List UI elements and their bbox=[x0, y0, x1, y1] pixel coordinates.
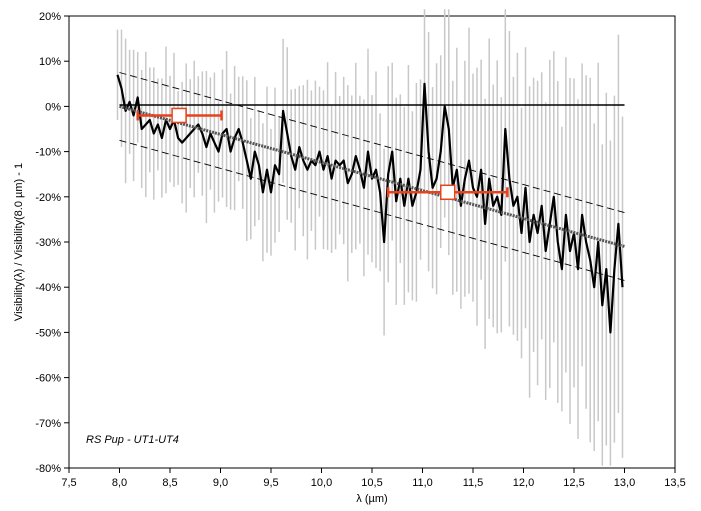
y-tick-label: -60% bbox=[35, 373, 61, 385]
x-tick-label: 8,0 bbox=[112, 477, 127, 489]
x-tick-label: 10,0 bbox=[311, 477, 332, 489]
chart-annotation: RS Pup - UT1-UT4 bbox=[86, 434, 179, 446]
x-axis-title: λ (µm) bbox=[356, 493, 387, 505]
y-axis-title: Visibility(λ) / Visibility(8.0 µm) - 1 bbox=[13, 163, 25, 321]
axes-layer: 7,5 8,0 8,5 9,0 9,5 10,0 10,5 11,0 11,5 12,0 12,5 1… bbox=[35, 11, 685, 489]
x-tick-label: 11,0 bbox=[412, 477, 433, 489]
lines-layer bbox=[116, 72, 625, 334]
y-tick-label: -40% bbox=[35, 282, 61, 294]
y-tick-label: -50% bbox=[35, 327, 61, 339]
y-tick-label: 20% bbox=[39, 11, 61, 23]
x-tick-label: 9,0 bbox=[213, 477, 228, 489]
x-tick-label: 10,5 bbox=[361, 477, 382, 489]
x-tick-label: 7,5 bbox=[61, 477, 76, 489]
y-tick-label: -20% bbox=[35, 192, 61, 204]
y-tick-label: -30% bbox=[35, 237, 61, 249]
x-tick-label: 11,5 bbox=[463, 477, 484, 489]
binned-point-marker bbox=[440, 184, 456, 201]
measured-series-line bbox=[116, 74, 624, 334]
x-tick-label: 13,5 bbox=[664, 477, 685, 489]
y-tick-label: -70% bbox=[35, 418, 61, 430]
x-tick-label: 8,5 bbox=[162, 477, 177, 489]
x-tick-label: 9,5 bbox=[263, 477, 278, 489]
y-tick-label: -80% bbox=[35, 463, 61, 475]
x-tick-label: 12,0 bbox=[513, 477, 534, 489]
y-tick-label: 10% bbox=[39, 56, 61, 68]
linear-fit-line bbox=[119, 104, 625, 248]
y-tick-label: -10% bbox=[35, 147, 61, 159]
y-tick-label: 0% bbox=[45, 101, 61, 113]
x-tick-label: 12,5 bbox=[563, 477, 584, 489]
x-tick-label: 13,0 bbox=[614, 477, 635, 489]
binned-point-marker bbox=[171, 107, 187, 124]
binned-points-layer bbox=[136, 107, 509, 201]
